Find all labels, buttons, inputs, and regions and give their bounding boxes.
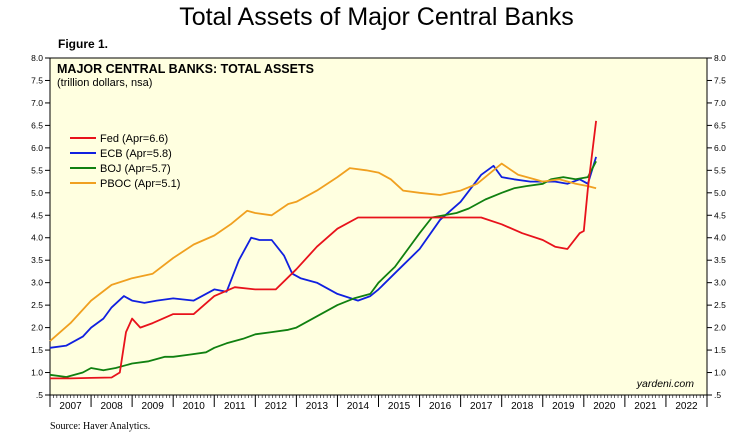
legend-label-2: BOJ (Apr=5.7)	[100, 163, 171, 175]
y-tick-label-right: .5	[714, 390, 721, 400]
series-line-2	[49, 160, 597, 378]
x-tick-label: 2009	[142, 401, 165, 412]
y-tick-label-left: 3.5	[31, 255, 43, 265]
x-tick-label: 2016	[429, 401, 452, 412]
series-line-1	[49, 156, 597, 349]
y-tick-label-left: 7.5	[31, 75, 43, 85]
legend-label-0: Fed (Apr=6.6)	[100, 133, 168, 145]
x-tick-label: 2018	[511, 401, 534, 412]
chart-subtitle: (trillion dollars, nsa)	[57, 77, 152, 89]
y-tick-label-right: 6.0	[714, 143, 726, 153]
y-tick-label-left: 8.0	[31, 53, 43, 63]
y-tick-label-left: 7.0	[31, 98, 43, 108]
x-tick-label: 2012	[265, 401, 288, 412]
y-tick-label-right: 4.0	[714, 233, 726, 243]
y-tick-label-left: 2.0	[31, 323, 43, 333]
y-tick-label-right: 1.5	[714, 345, 726, 355]
y-tick-label-right: 6.5	[714, 120, 726, 130]
x-tick-label: 2015	[388, 401, 411, 412]
y-tick-label-right: 2.5	[714, 300, 726, 310]
series-line-0	[50, 120, 597, 380]
y-tick-label-left: 5.0	[31, 188, 43, 198]
y-tick-label-right: 1.0	[714, 368, 726, 378]
credit-label: yardeni.com	[636, 378, 694, 390]
y-tick-label-right: 2.0	[714, 323, 726, 333]
legend-label-1: ECB (Apr=5.8)	[100, 148, 172, 160]
x-tick-label: 2020	[593, 401, 616, 412]
series-line-3	[49, 162, 597, 342]
y-tick-label-left: 4.0	[31, 233, 43, 243]
y-tick-label-right: 3.0	[714, 278, 726, 288]
x-tick-label: 2008	[100, 401, 123, 412]
y-tick-label-left: 1.5	[31, 345, 43, 355]
y-tick-label-right: 5.0	[714, 188, 726, 198]
y-tick-label-right: 4.5	[714, 210, 726, 220]
y-tick-label-left: 5.5	[31, 165, 43, 175]
y-tick-label-left: 6.5	[31, 120, 43, 130]
plot-area	[49, 57, 708, 396]
figure-label: Figure 1.	[58, 37, 109, 51]
y-tick-label-left: 3.0	[31, 278, 43, 288]
legend-label-3: PBOC (Apr=5.1)	[100, 178, 180, 190]
x-tick-label: 2014	[347, 401, 370, 412]
x-tick-label: 2022	[675, 401, 698, 412]
y-tick-label-right: 5.5	[714, 165, 726, 175]
legend: Fed (Apr=6.6) ECB (Apr=5.8) BOJ (Apr=5.7) P…	[70, 133, 180, 190]
y-tick-label-left: 2.5	[31, 300, 43, 310]
x-tick-label: 2007	[59, 401, 82, 412]
y-tick-label-left: 1.0	[31, 368, 43, 378]
x-tick-label: 2010	[183, 401, 206, 412]
page-title: Total Assets of Major Central Banks	[179, 3, 574, 31]
x-tick-label: 2021	[634, 401, 657, 412]
y-tick-label-right: 7.5	[714, 75, 726, 85]
y-tick-label-right: 7.0	[714, 98, 726, 108]
x-tick-label: 2019	[552, 401, 575, 412]
chart-title: MAJOR CENTRAL BANKS: TOTAL ASSETS	[57, 62, 314, 76]
x-tick-label: 2013	[306, 401, 329, 412]
y-tick-label-left: .5	[36, 390, 43, 400]
y-tick-label-right: 3.5	[714, 255, 726, 265]
y-tick-label-left: 6.0	[31, 143, 43, 153]
x-tick-label: 2011	[224, 401, 246, 412]
x-tick-label: 2017	[470, 401, 493, 412]
y-tick-label-left: 4.5	[31, 210, 43, 220]
source-note: Source: Haver Analytics.	[50, 421, 151, 432]
y-tick-label-right: 8.0	[714, 53, 726, 63]
